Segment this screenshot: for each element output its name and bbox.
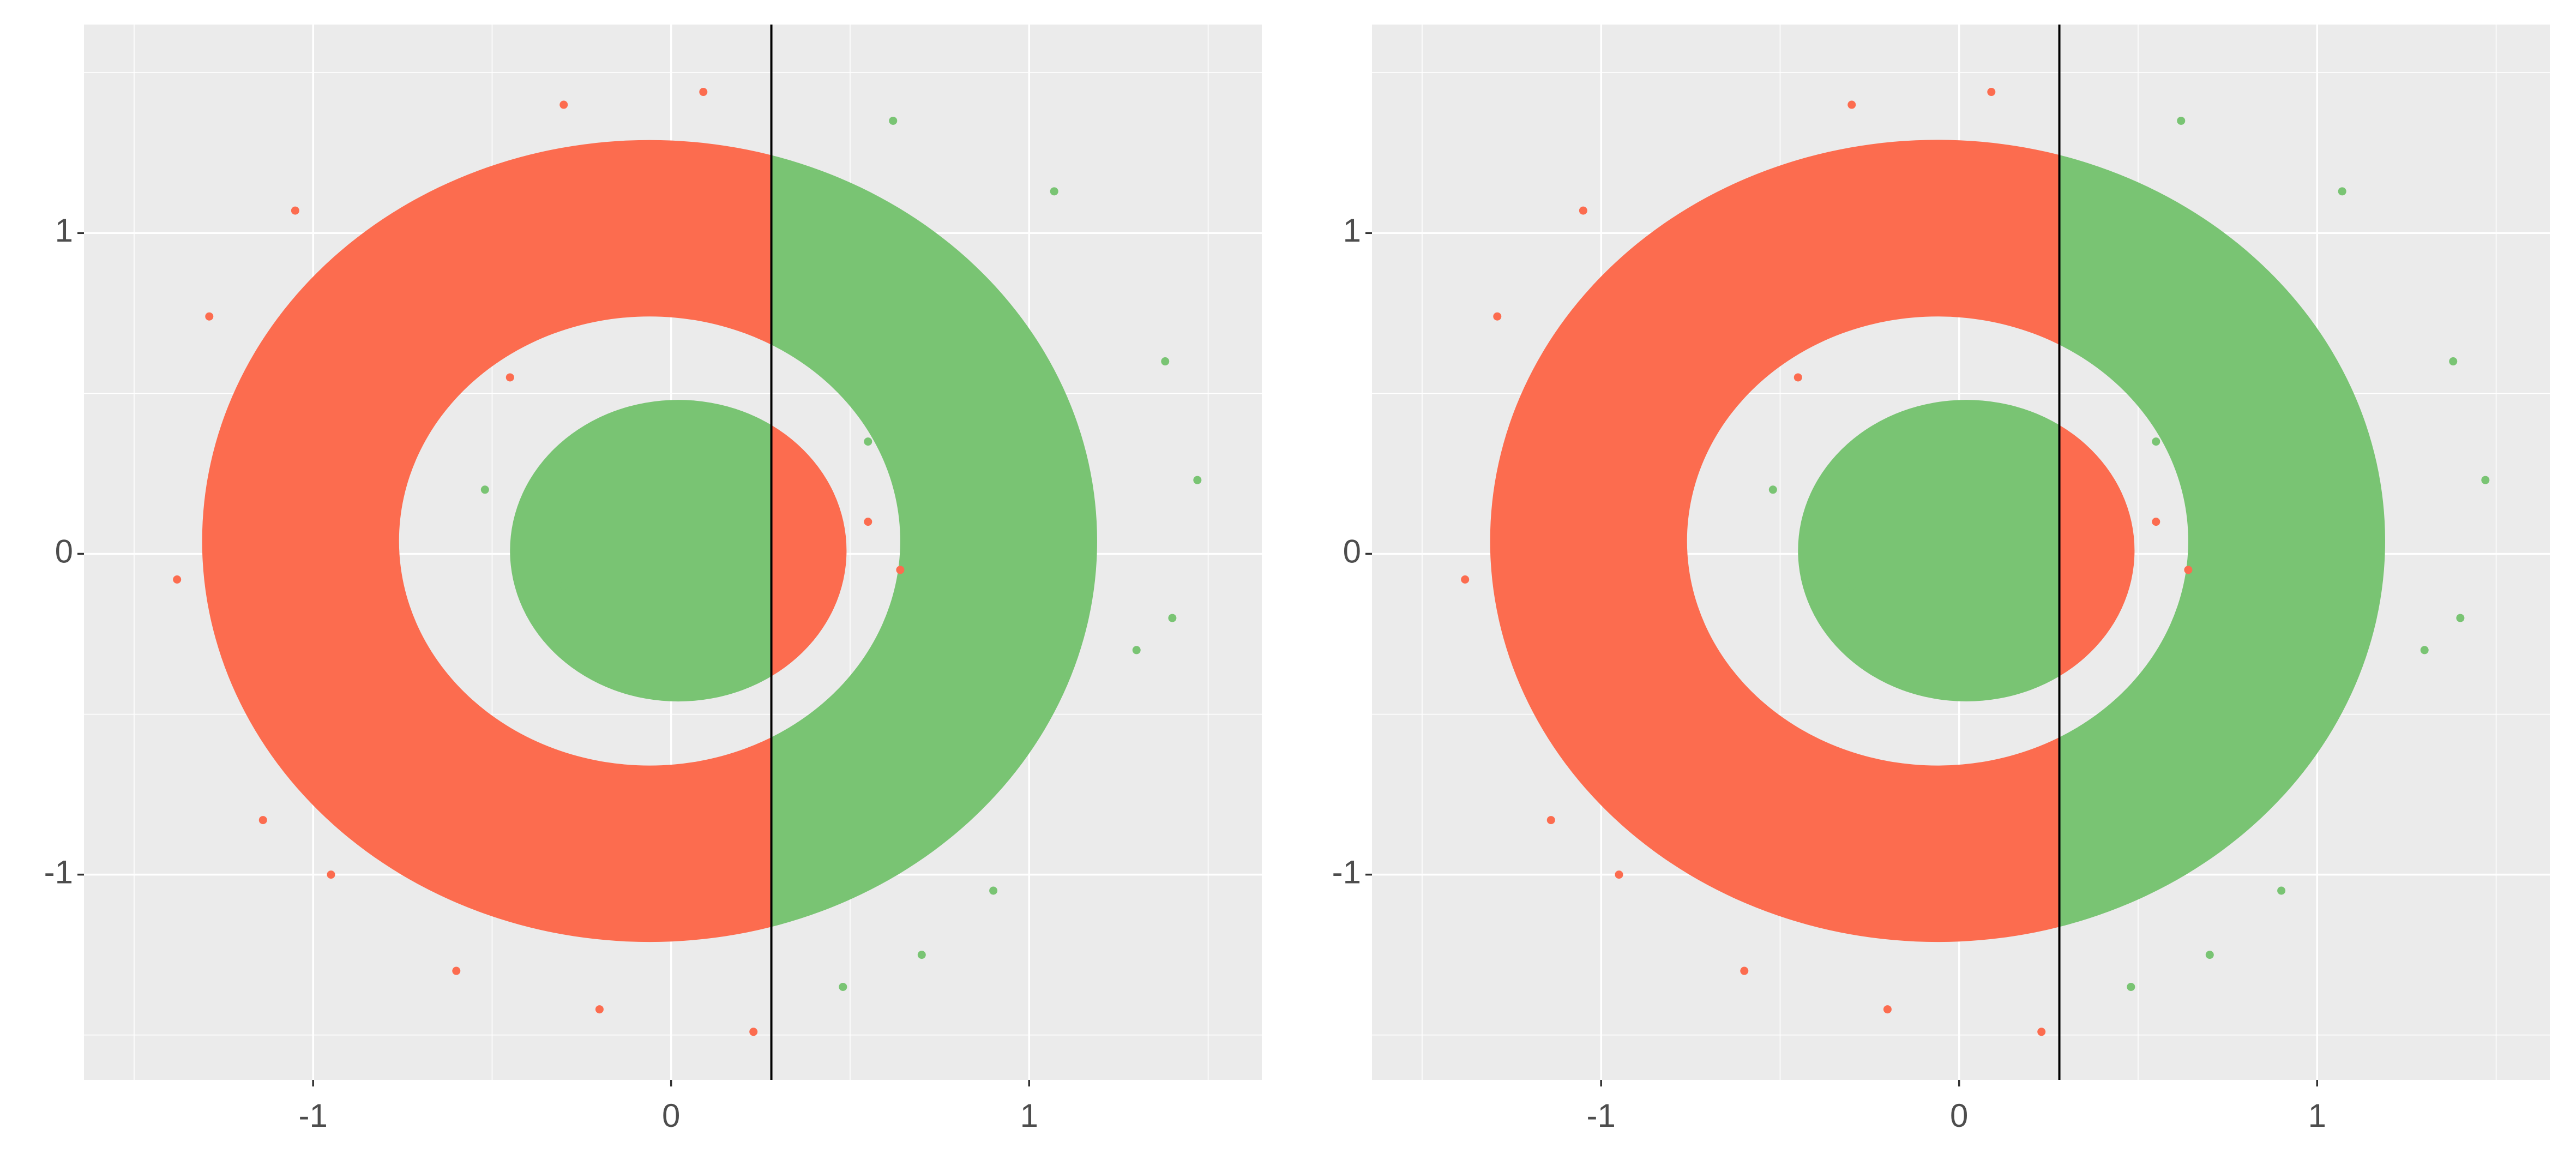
point <box>889 116 898 125</box>
point <box>1168 614 1177 622</box>
point <box>1615 870 1623 879</box>
point <box>1493 312 1502 321</box>
x-tick-label: 1 <box>2308 1097 2326 1134</box>
point-region <box>771 425 847 676</box>
y-tick-label: 1 <box>1343 212 1361 249</box>
point <box>917 951 926 959</box>
point <box>2152 437 2160 446</box>
point <box>839 982 847 991</box>
point <box>452 966 461 975</box>
point <box>864 437 872 446</box>
point <box>864 518 872 526</box>
point <box>327 870 335 879</box>
point <box>205 312 214 321</box>
point <box>1132 646 1141 654</box>
point <box>173 575 182 584</box>
point <box>258 816 267 825</box>
y-tick-label: 0 <box>1343 533 1361 569</box>
x-tick-label: 1 <box>1020 1097 1038 1134</box>
x-tick-label: 0 <box>662 1097 680 1134</box>
x-tick-label: 0 <box>1950 1097 1968 1134</box>
point-region <box>1798 399 2060 702</box>
point-region <box>202 140 772 942</box>
point <box>1987 88 1996 97</box>
point <box>1847 581 1856 590</box>
point <box>1461 575 1470 584</box>
point <box>1546 816 1555 825</box>
point <box>2338 187 2346 196</box>
x-tick-label: -1 <box>1587 1097 1616 1134</box>
point <box>2152 518 2160 526</box>
point <box>1050 187 1058 196</box>
point <box>2456 614 2465 622</box>
point <box>749 1028 758 1036</box>
point <box>1740 966 1749 975</box>
point-region <box>1490 140 2060 942</box>
point <box>2277 886 2286 895</box>
point <box>1161 357 1170 366</box>
point <box>2127 982 2135 991</box>
point <box>559 100 568 109</box>
point <box>595 1005 604 1014</box>
y-tick-label: -1 <box>44 854 73 890</box>
point-region <box>771 140 1097 942</box>
point <box>1847 100 1856 109</box>
point <box>480 485 489 494</box>
x-tick-label: -1 <box>299 1097 328 1134</box>
y-tick-label: -1 <box>1332 854 1361 890</box>
point <box>1883 1005 1892 1014</box>
point-region <box>2059 140 2385 942</box>
point <box>2205 951 2214 959</box>
point <box>2037 1028 2046 1036</box>
point <box>559 581 568 590</box>
point <box>1193 476 1202 484</box>
point-region <box>510 400 772 701</box>
point <box>2177 116 2186 125</box>
point <box>505 373 514 382</box>
point <box>2420 646 2429 654</box>
point <box>1793 373 1802 382</box>
point <box>699 88 708 97</box>
point-region <box>2059 424 2135 677</box>
point <box>2449 357 2458 366</box>
point <box>896 566 905 574</box>
point <box>1768 485 1777 494</box>
point <box>989 886 998 895</box>
point <box>2481 476 2490 484</box>
point <box>2184 566 2193 574</box>
y-tick-label: 1 <box>55 212 73 249</box>
y-tick-label: 0 <box>55 533 73 569</box>
point <box>1579 206 1587 215</box>
point <box>291 206 299 215</box>
